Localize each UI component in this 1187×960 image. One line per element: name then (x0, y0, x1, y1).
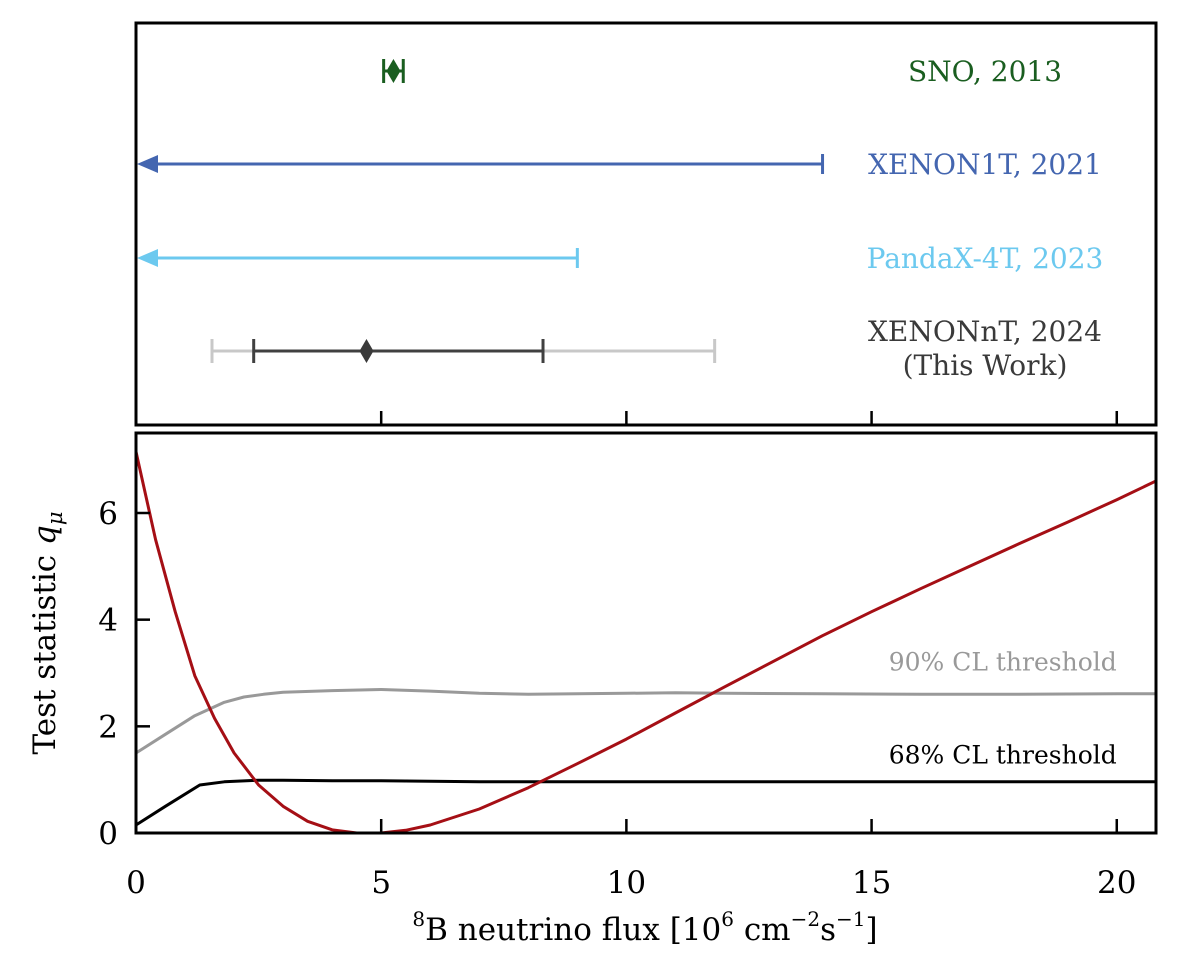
x-axis-label-part1: B neutrino flux [10 (425, 912, 721, 948)
top-panel-marks (137, 59, 825, 363)
threshold-annotation: 90% CL threshold (889, 647, 1117, 676)
x-tick-label: 20 (1097, 865, 1136, 901)
y-axis-label: Test statistic qμ (27, 511, 67, 754)
upper-limit-arrow (137, 155, 158, 173)
y-tick-label: 6 (98, 496, 118, 532)
entry-label: XENON1T, 2021 (868, 148, 1102, 181)
series-line-0 (136, 451, 1156, 833)
upper-limit-arrow (137, 249, 158, 267)
x-axis-label-sup3: −2 (791, 907, 820, 931)
bottom-panel-ticks: 0 5 10 15 20 0 2 4 6 (98, 496, 1136, 901)
x-tick-label: 10 (607, 865, 646, 901)
top-panel-frame (134, 21, 1158, 427)
series-line-2 (136, 778, 1156, 827)
x-axis-label-part4: ] (865, 912, 877, 948)
x-tick-label: 5 (371, 865, 391, 901)
bottom-panel-annotations: 90% CL threshold 68% CL threshold (889, 647, 1117, 769)
x-axis-label-sup4: −1 (836, 907, 865, 931)
y-axis-label-main: Test statistic (27, 545, 63, 755)
x-tick-label: 0 (126, 865, 146, 901)
y-tick-label: 0 (98, 816, 118, 852)
y-tick-label: 2 (98, 709, 118, 745)
entry-label: (This Work) (903, 349, 1068, 382)
x-axis-label-sup1: 8 (412, 907, 425, 931)
bottom-panel-lines (136, 451, 1156, 833)
central-value-marker (386, 59, 401, 83)
entry-label: XENONnT, 2024 (868, 315, 1102, 348)
entry-3 (210, 339, 717, 363)
entry-2 (137, 248, 579, 268)
entry-label: PandaX-4T, 2023 (867, 242, 1104, 275)
y-tick-label: 4 (98, 603, 118, 639)
top-panel-labels: SNO, 2013 XENON1T, 2021 PandaX-4T, 2023 XEN… (867, 55, 1104, 382)
x-axis-label-part2: cm (734, 912, 791, 948)
central-value-marker (359, 339, 374, 363)
series-line-1 (136, 688, 1156, 755)
threshold-annotation: 68% CL threshold (889, 741, 1117, 770)
x-tick-label: 15 (852, 865, 891, 901)
top-panel: SNO, 2013 XENON1T, 2021 PandaX-4T, 2023 XEN… (134, 21, 1158, 427)
entry-label: SNO, 2013 (908, 55, 1062, 88)
bottom-panel-frame (134, 431, 1158, 835)
x-axis-label: 8B neutrino flux [106 cm−2s−1] (412, 907, 877, 948)
entry-0 (382, 59, 405, 83)
x-axis-label-part3: s (820, 912, 836, 948)
x-axis-label-sup2: 6 (721, 907, 734, 931)
entry-1 (137, 154, 825, 174)
y-axis-label-subscript: μ (43, 511, 67, 525)
bottom-panel: 90% CL threshold 68% CL threshold 0 5 10 15 2… (27, 431, 1158, 948)
y-axis-label-symbol: q (27, 525, 63, 545)
